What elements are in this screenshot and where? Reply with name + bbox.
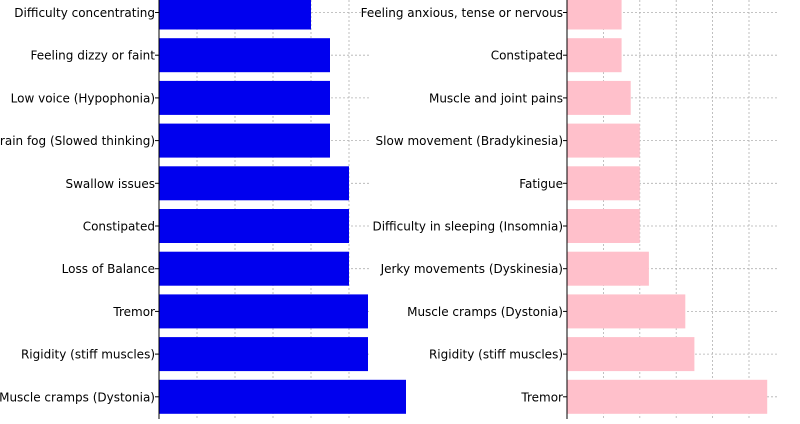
bar-1-6 [159, 209, 349, 243]
bar-2-5 [567, 166, 640, 201]
y-tick-label: Tremor [112, 305, 155, 319]
y-tick-label: Feeling anxious, tense or nervous [361, 6, 563, 20]
y-tick-label: Constipated [491, 49, 563, 63]
bar-2-1 [567, 0, 622, 30]
y-tick-label: Brain fog (Slowed thinking) [0, 134, 155, 148]
y-tick-label: Muscle and joint pains [429, 91, 563, 105]
y-tick-label: Low voice (Hypophonia) [11, 91, 155, 105]
y-tick-label: Muscle cramps (Dystonia) [0, 390, 155, 404]
bar-1-10 [159, 379, 406, 414]
bar-1-2 [159, 38, 330, 73]
bar-2-3 [567, 80, 631, 115]
panel-1: Difficulty concentrating Feeling dizzy or… [0, 0, 406, 419]
bar-2-4 [567, 123, 640, 158]
y-tick-label: Difficulty in sleeping (Insomnia) [372, 220, 563, 234]
y-tick-label: Swallow issues [65, 177, 155, 191]
y-tick-label: Feeling dizzy or faint [31, 49, 156, 63]
bar-1-9 [159, 337, 368, 372]
bar-2-6 [567, 209, 640, 243]
y-tick-label: Fatigue [519, 177, 563, 191]
y-tick-label: Jerky movements (Dyskinesia) [380, 262, 563, 276]
bar-2-7 [567, 251, 649, 286]
bar-1-3 [159, 80, 330, 115]
bar-2-8 [567, 294, 686, 329]
bar-1-5 [159, 166, 349, 201]
y-tick-label: Slow movement (Bradykinesia) [376, 134, 563, 148]
y-tick-label: Tremor [520, 390, 563, 404]
bar-1-4 [159, 123, 330, 158]
y-tick-label: Loss of Balance [62, 262, 155, 276]
panel-2: Feeling anxious, tense or nervous Constip… [361, 0, 778, 419]
bar-1-7 [159, 251, 349, 286]
bar-1-1 [159, 0, 311, 30]
bar-2-2 [567, 38, 622, 73]
bar-2-9 [567, 337, 695, 372]
y-tick-label: Rigidity (stiff muscles) [21, 348, 155, 362]
bar-1-8 [159, 294, 368, 329]
bar-2-10 [567, 379, 768, 414]
y-tick-label: Difficulty concentrating [14, 6, 155, 20]
y-tick-label: Muscle cramps (Dystonia) [407, 305, 563, 319]
y-tick-label: Rigidity (stiff muscles) [429, 348, 563, 362]
y-tick-label: Constipated [83, 220, 155, 234]
